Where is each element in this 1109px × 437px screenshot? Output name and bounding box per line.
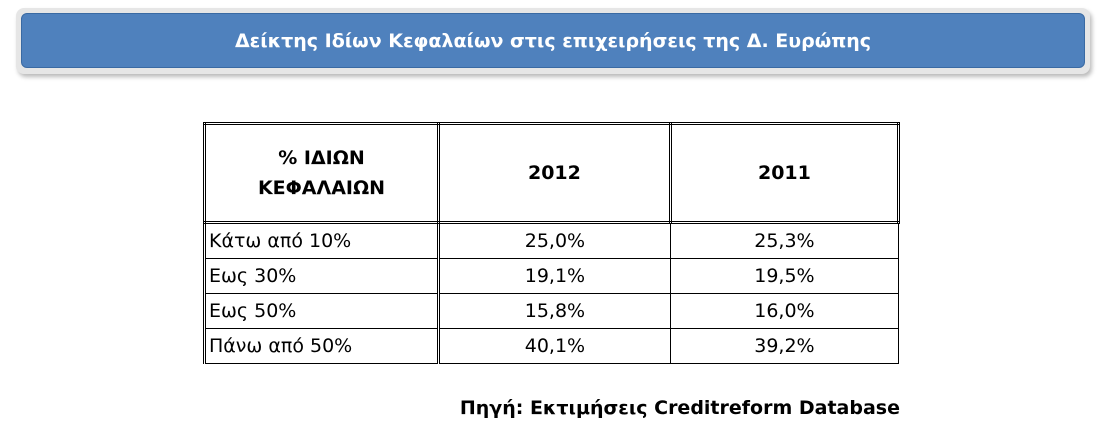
cell: 19,1% [438,258,671,294]
title: Δείκτης Ιδίων Κεφαλαίων στις επιχειρήσει… [21,13,1085,68]
cell: 16,0% [669,293,900,329]
cell: 25,3% [669,222,900,259]
header-cell: 2011 [668,122,901,224]
title-banner: Δείκτης Ιδίων Κεφαλαίων στις επιχειρήσει… [16,8,1090,74]
cell: Εως 30% [203,258,440,294]
row: Πάνω από 50% 40,1% 39,2% [203,328,900,364]
cell: 40,1% [438,328,671,364]
cell: 15,8% [438,293,671,329]
cell: 39,2% [669,328,900,364]
row: Εως 30% 19,1% 19,5% [203,258,900,294]
row: Κάτω από 10% 25,0% 25,3% [203,222,900,259]
cell: Πάνω από 50% [203,328,440,364]
header-cell: 2012 [437,122,672,224]
cell: Κάτω από 10% [203,222,440,259]
cell: Εως 50% [203,293,440,329]
cell: 25,0% [438,222,671,259]
header-row: % ΙΔΙΩΝ ΚΕΦΑΛΑΙΩΝ 2012 2011 [203,122,901,224]
cell: 19,5% [669,258,900,294]
table: % ΙΔΙΩΝ ΚΕΦΑΛΑΙΩΝ 2012 2011 Κάτω από 10%… [203,122,901,364]
source-note: Πηγή: Εκτιμήσεις Creditreform Database [459,397,900,419]
header-cell: % ΙΔΙΩΝ ΚΕΦΑΛΑΙΩΝ [203,122,440,224]
row: Εως 50% 15,8% 16,0% [203,293,900,329]
